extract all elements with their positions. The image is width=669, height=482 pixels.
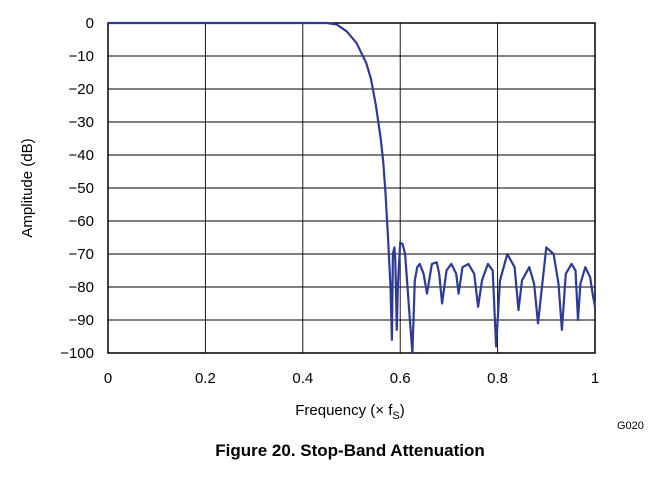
x-tick-labels: 0 0.2 0.4 0.6 0.8 1 (104, 370, 599, 387)
y-tick-label: −30 (69, 114, 94, 131)
y-tick-label: −20 (69, 81, 94, 98)
x-tick-label: 0 (104, 370, 112, 387)
plot-frame (107, 22, 596, 354)
y-tick-label: −80 (69, 279, 94, 296)
series-line (108, 21, 597, 355)
x-tick-label: 0.8 (487, 370, 508, 387)
x-axis-label-close: ) (400, 402, 405, 419)
grid-lines (108, 23, 595, 353)
y-tick-label: −40 (69, 147, 94, 164)
x-tick-label: 0.4 (292, 370, 313, 387)
x-tick-label: 0.2 (195, 370, 216, 387)
x-tick-label: 0.6 (390, 370, 411, 387)
figure-caption: Figure 20. Stop-Band Attenuation (215, 441, 484, 460)
y-tick-label: −60 (69, 213, 94, 230)
x-tick-label: 1 (591, 370, 599, 387)
y-tick-label: −100 (60, 345, 94, 362)
y-tick-label: −90 (69, 312, 94, 329)
figure-code: G020 (617, 420, 644, 432)
x-axis-label-subscript: S (392, 410, 399, 422)
response-curve-group (108, 21, 597, 355)
x-axis-label-text: Frequency (× f (295, 402, 393, 419)
y-axis-label: Amplitude (dB) (19, 138, 36, 237)
y-tick-label: −70 (69, 246, 94, 263)
y-tick-label: 0 (86, 15, 94, 32)
y-tick-label: −50 (69, 180, 94, 197)
x-axis-label: Frequency (× fS) (295, 402, 404, 422)
y-tick-labels: 0 −10 −20 −30 −40 −50 −60 −70 −80 −90 −100 (60, 15, 94, 362)
y-tick-label: −10 (69, 48, 94, 65)
